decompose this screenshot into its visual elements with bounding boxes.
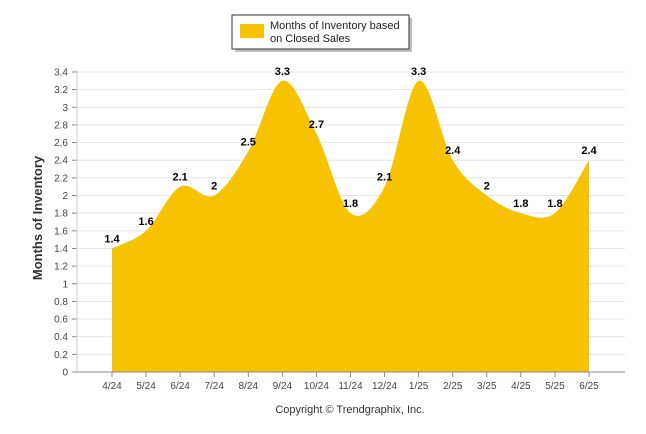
y-tick-label: 0.4 bbox=[54, 332, 68, 343]
y-tick-label: 1 bbox=[62, 279, 68, 290]
x-tick-label: 6/25 bbox=[579, 381, 599, 392]
x-tick-label: 8/24 bbox=[239, 381, 259, 392]
legend-label-line-1: Months of Inventory based bbox=[270, 20, 400, 32]
data-label: 1.4 bbox=[104, 233, 120, 245]
y-tick-label: 1.6 bbox=[54, 226, 68, 237]
y-tick-label: 2.4 bbox=[54, 156, 68, 167]
data-label: 2.1 bbox=[172, 172, 187, 184]
data-label: 2.4 bbox=[581, 145, 597, 157]
data-labels: 1.4 1.6 2.1 2 2.5 3.3 2.7 1.8 2.1 3.3 2.4 2 1.8 1.8 2.… bbox=[104, 66, 597, 246]
y-axis-ticks: 0 0.2 0.4 0.6 0.8 1 1.2 1.4 1.6 1.8 2 2.2 2.4 2.6 2.8 3… bbox=[54, 68, 77, 379]
y-tick-label: 0 bbox=[62, 368, 68, 379]
x-tick-label: 11/24 bbox=[338, 381, 363, 392]
data-label: 1.6 bbox=[138, 216, 153, 228]
x-tick-label: 12/24 bbox=[372, 381, 397, 392]
x-tick-label: 4/24 bbox=[102, 381, 122, 392]
data-label: 2.7 bbox=[309, 119, 324, 131]
data-label: 3.3 bbox=[275, 66, 290, 78]
legend: Months of Inventory based on Closed Sale… bbox=[231, 14, 412, 52]
x-tick-label: 4/25 bbox=[511, 381, 531, 392]
y-tick-label: 2 bbox=[62, 191, 68, 202]
x-tick-label: 3/25 bbox=[477, 381, 497, 392]
x-tick-label: 5/24 bbox=[136, 381, 156, 392]
data-label: 2 bbox=[484, 181, 490, 193]
y-tick-label: 0.6 bbox=[54, 315, 68, 326]
x-tick-label: 9/24 bbox=[273, 381, 293, 392]
data-label: 1.8 bbox=[513, 198, 528, 210]
y-tick-label: 3.4 bbox=[54, 68, 68, 79]
x-tick-label: 5/25 bbox=[545, 381, 565, 392]
y-tick-label: 1.2 bbox=[54, 262, 68, 273]
x-tick-label: 10/24 bbox=[304, 381, 329, 392]
y-tick-label: 2.8 bbox=[54, 120, 68, 131]
y-tick-label: 2.2 bbox=[54, 173, 68, 184]
area-series bbox=[112, 80, 589, 372]
x-tick-label: 2/25 bbox=[443, 381, 463, 392]
y-axis-title: Months of Inventory bbox=[30, 155, 45, 280]
data-label: 3.3 bbox=[411, 66, 426, 78]
x-axis-ticks: 4/24 5/24 6/24 7/24 8/24 9/24 10/24 11/24 12/24 1… bbox=[102, 372, 599, 392]
data-label: 2.4 bbox=[445, 145, 461, 157]
y-tick-label: 3.2 bbox=[54, 85, 68, 96]
copyright-text: Copyright © Trendgraphix, Inc. bbox=[275, 404, 424, 416]
x-tick-label: 6/24 bbox=[170, 381, 190, 392]
y-tick-label: 2.6 bbox=[54, 138, 68, 149]
x-tick-label: 1/25 bbox=[409, 381, 429, 392]
y-tick-label: 0.8 bbox=[54, 297, 68, 308]
x-tick-label: 7/24 bbox=[204, 381, 224, 392]
y-tick-label: 1.8 bbox=[54, 209, 68, 220]
y-tick-label: 0.2 bbox=[54, 350, 68, 361]
data-label: 1.8 bbox=[547, 198, 562, 210]
y-tick-label: 1.4 bbox=[54, 244, 68, 255]
y-tick-label: 3 bbox=[62, 103, 68, 114]
legend-label-line-2: on Closed Sales bbox=[270, 33, 351, 45]
data-label: 2.5 bbox=[241, 136, 256, 148]
data-label: 2 bbox=[211, 181, 217, 193]
data-label: 1.8 bbox=[343, 198, 358, 210]
data-label: 2.1 bbox=[377, 172, 392, 184]
legend-swatch bbox=[240, 24, 264, 38]
